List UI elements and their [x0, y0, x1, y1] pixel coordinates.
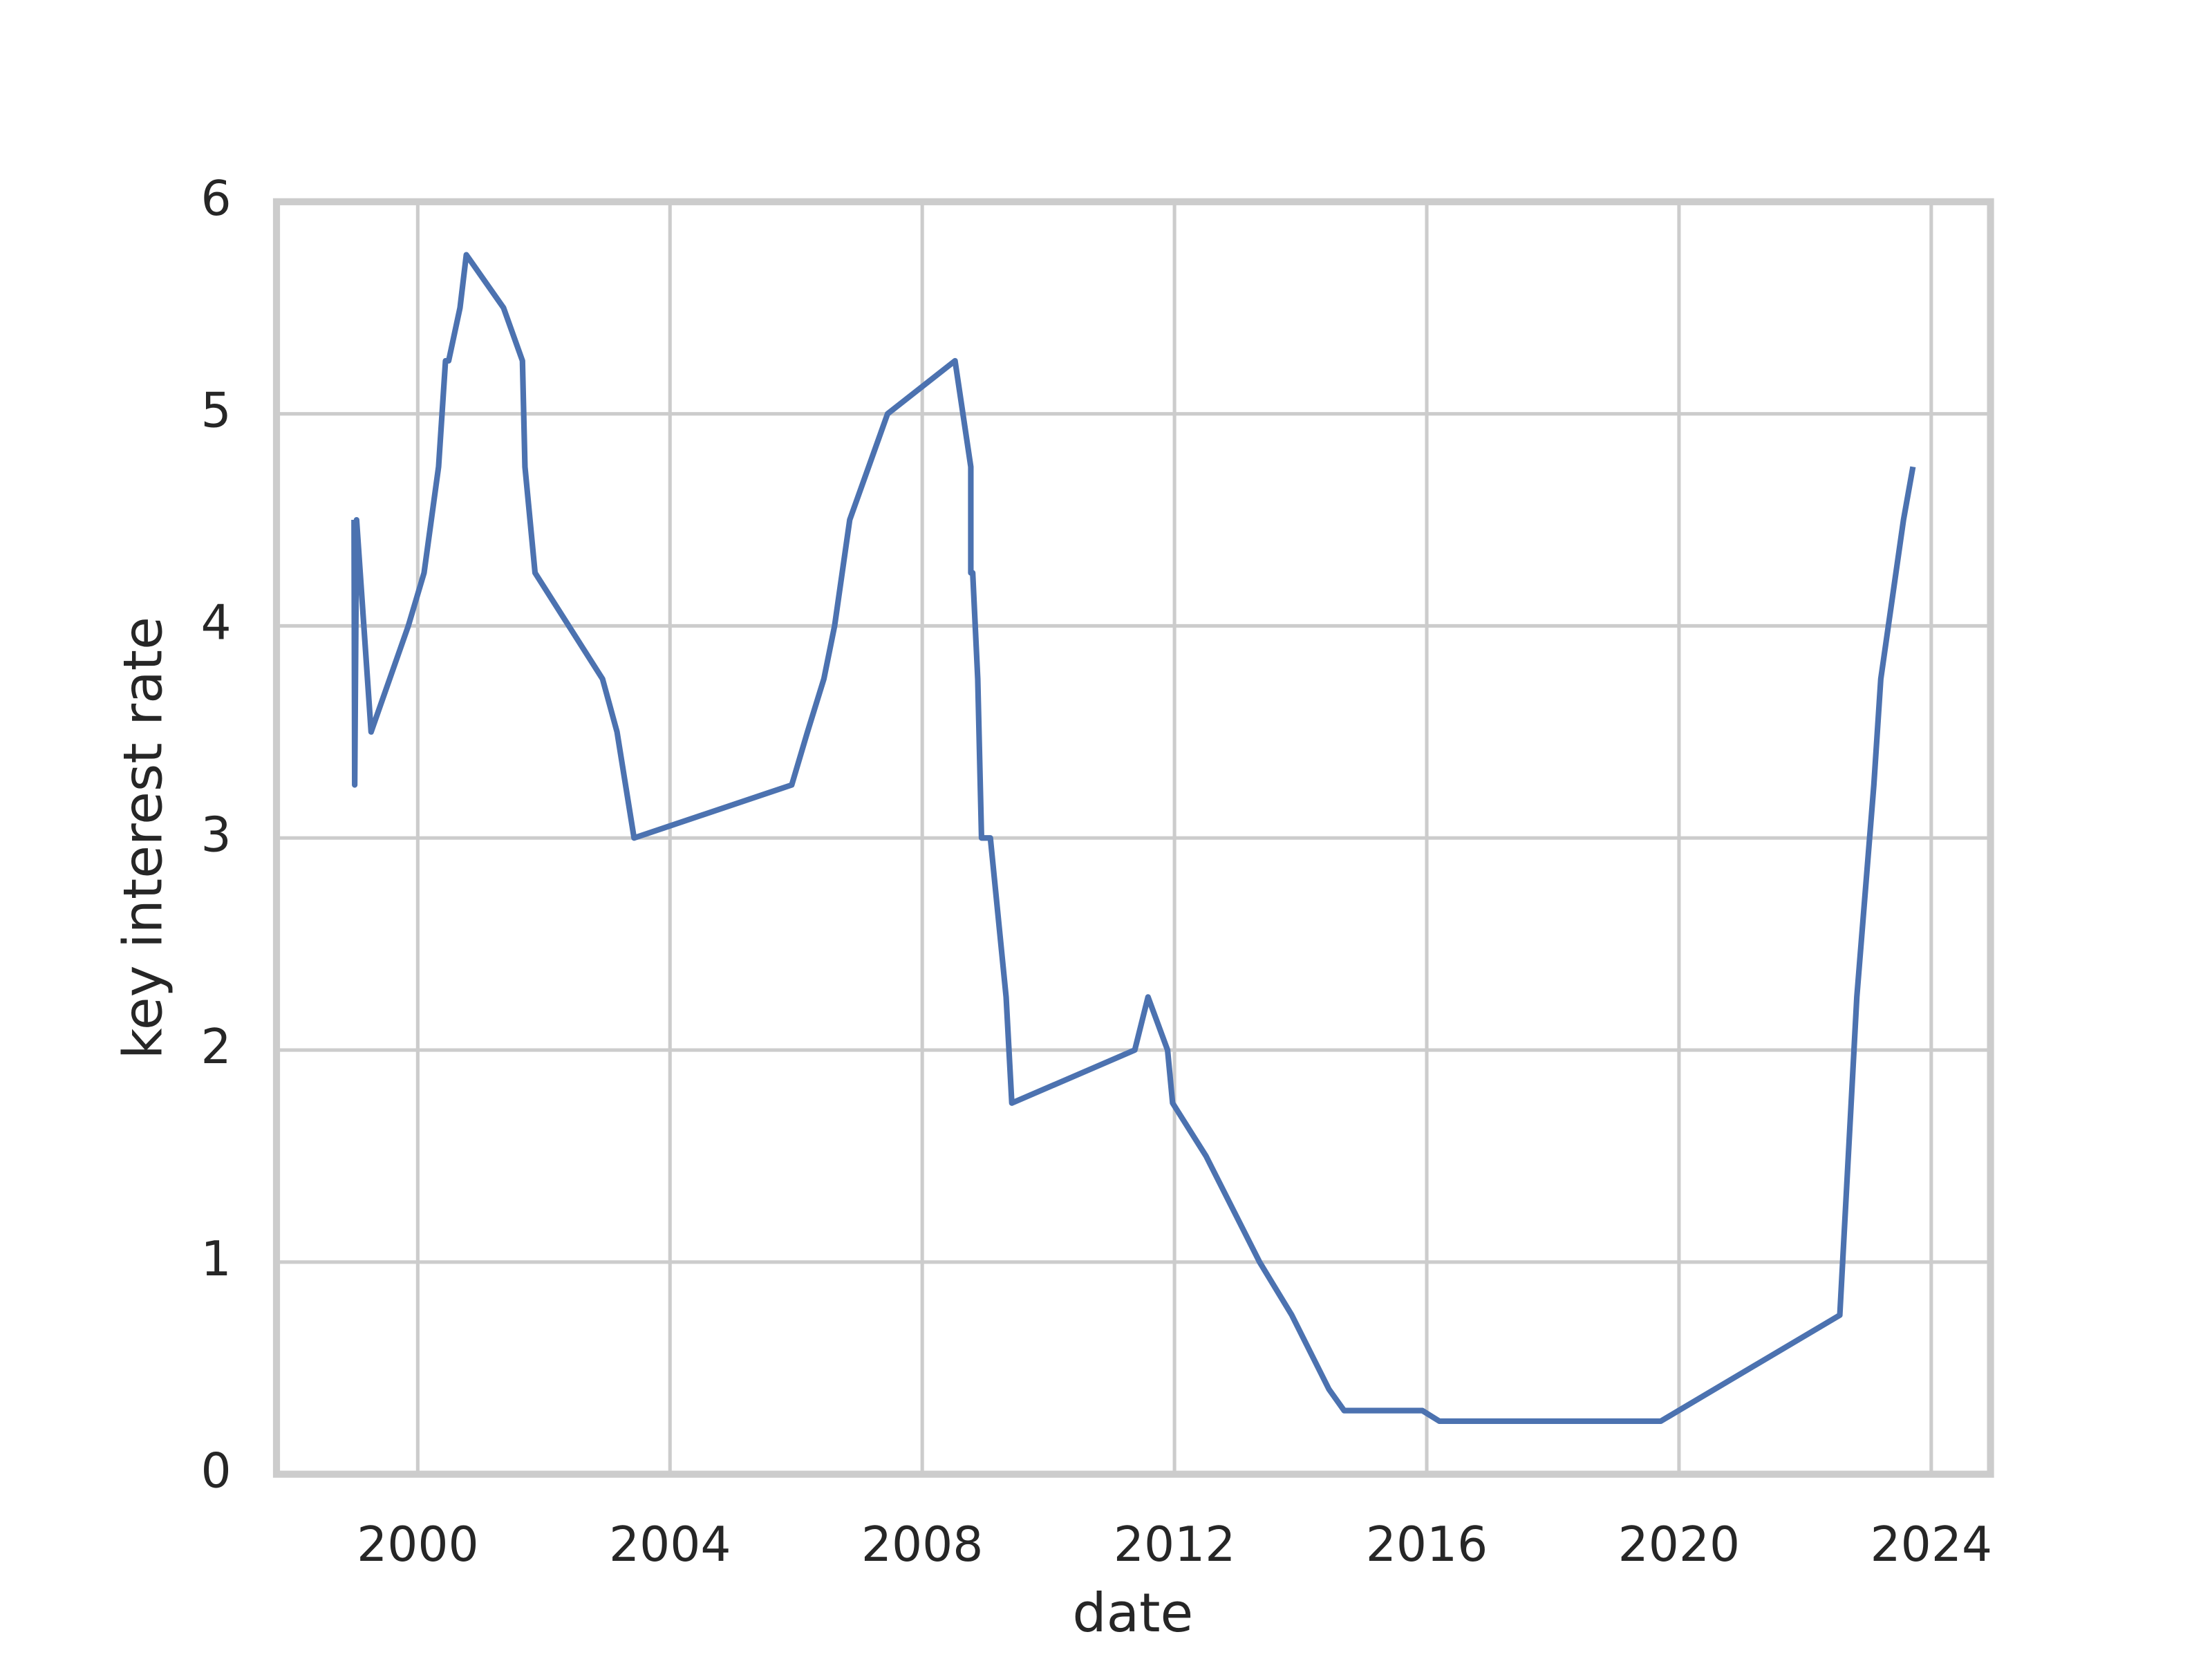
x-tick-label: 2004 [609, 1517, 731, 1573]
x-axis-label: date [1072, 1582, 1193, 1644]
y-tick-label: 0 [201, 1444, 232, 1499]
x-tick-label: 2012 [1114, 1517, 1236, 1573]
y-tick-label: 6 [201, 171, 232, 227]
plot-frame [272, 198, 1994, 1478]
y-tick-label: 4 [201, 595, 232, 650]
y-axis-label: key interest rate [113, 617, 175, 1059]
x-tick-label: 2008 [861, 1517, 984, 1573]
data-line [351, 252, 1916, 1425]
y-tick-label: 1 [201, 1232, 232, 1287]
x-tick-label: 2016 [1366, 1517, 1488, 1573]
x-tick-label: 2000 [357, 1517, 479, 1573]
y-tick-label: 5 [201, 384, 232, 439]
x-tick-label: 2020 [1618, 1517, 1741, 1573]
x-tick-label: 2024 [1871, 1517, 1993, 1573]
y-tick-label: 3 [201, 807, 232, 863]
y-tick-label: 2 [201, 1020, 232, 1075]
